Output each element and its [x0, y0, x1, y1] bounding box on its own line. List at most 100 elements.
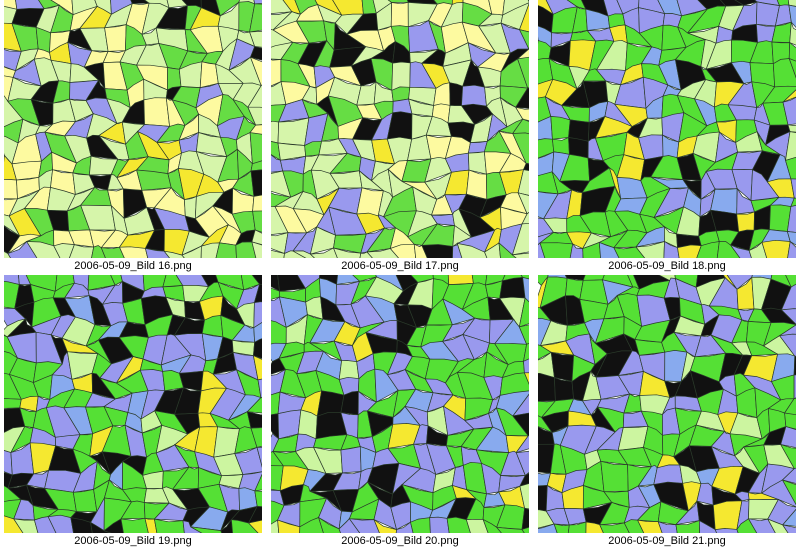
- cell: [714, 528, 739, 533]
- cell: [789, 21, 796, 46]
- cell: [252, 210, 262, 233]
- cell: [391, 61, 411, 91]
- image-caption: 2006-05-09_Bild 20.png: [341, 535, 458, 547]
- cell: [175, 275, 210, 287]
- cell: [569, 243, 584, 258]
- cell: [538, 115, 553, 141]
- image-caption: 2006-05-09_Bild 19.png: [74, 535, 191, 547]
- cell: [251, 275, 262, 285]
- cell: [246, 411, 262, 429]
- cell: [519, 2, 529, 33]
- cell: [4, 251, 11, 258]
- cell: [785, 131, 796, 161]
- cell: [616, 0, 640, 15]
- image-caption: 2006-05-09_Bild 17.png: [341, 260, 458, 272]
- cell: [54, 275, 75, 292]
- cell: [511, 223, 529, 256]
- image-panel: [4, 0, 262, 258]
- cell: [726, 275, 753, 290]
- cell: [253, 322, 262, 343]
- cell: [410, 275, 434, 283]
- cell: [516, 48, 529, 60]
- cell: [793, 355, 796, 376]
- cell: [512, 132, 529, 164]
- cell: [249, 132, 262, 165]
- cell: [780, 283, 796, 311]
- cell: [456, 242, 488, 258]
- cell: [523, 162, 529, 172]
- cell: [784, 397, 796, 417]
- cell: [296, 275, 321, 289]
- cell: [512, 118, 529, 136]
- cell: [252, 194, 262, 214]
- cell: [582, 275, 605, 281]
- cell: [421, 244, 454, 258]
- cell: [787, 124, 796, 133]
- cell: [517, 56, 529, 89]
- cell: [429, 516, 450, 533]
- cell: [512, 393, 529, 417]
- cell: [511, 252, 529, 258]
- cell: [521, 526, 529, 533]
- cell: [499, 277, 526, 299]
- cell: [449, 82, 464, 106]
- cell: [4, 275, 20, 285]
- cell: [517, 169, 529, 196]
- cell: [340, 446, 362, 474]
- cell: [790, 178, 796, 199]
- cell: [780, 308, 796, 325]
- cell: [788, 41, 796, 63]
- cell: [13, 518, 39, 533]
- cell: [277, 117, 310, 146]
- cell: [698, 519, 718, 533]
- cell: [395, 521, 414, 533]
- cell: [521, 211, 529, 225]
- cell: [515, 87, 529, 109]
- cell: [538, 275, 549, 287]
- cell: [564, 275, 586, 281]
- cell: [550, 116, 571, 140]
- cell: [130, 0, 151, 4]
- cell: [71, 0, 98, 16]
- cell: [136, 169, 172, 191]
- cell: [786, 231, 796, 246]
- image-caption: 2006-05-09_Bild 21.png: [608, 535, 725, 547]
- cell: [253, 301, 262, 329]
- cell: [515, 450, 529, 476]
- cell: [143, 97, 170, 127]
- image-panel: [538, 0, 796, 258]
- cell: [793, 374, 796, 400]
- cell: [70, 517, 93, 533]
- cell: [778, 333, 796, 357]
- cell: [512, 412, 529, 437]
- image-caption: 2006-05-09_Bild 18.png: [608, 260, 725, 272]
- cell: [521, 507, 529, 530]
- cell: [250, 427, 262, 448]
- cell: [518, 324, 529, 345]
- cell: [4, 398, 22, 409]
- image-panel: [271, 275, 529, 533]
- cell: [554, 376, 574, 402]
- cell: [352, 275, 377, 282]
- cell: [547, 275, 568, 279]
- cell: [761, 239, 791, 258]
- cell: [254, 473, 262, 492]
- cell: [249, 3, 262, 33]
- cell: [519, 472, 529, 487]
- cell: [373, 518, 397, 533]
- cell: [4, 179, 18, 200]
- cell: [710, 188, 738, 215]
- cell: [413, 243, 428, 258]
- cell: [781, 467, 796, 484]
- cell: [11, 160, 42, 181]
- cell: [778, 324, 796, 337]
- cell: [338, 360, 360, 380]
- cell: [790, 197, 796, 207]
- cell: [256, 446, 262, 468]
- cell: [246, 397, 262, 414]
- cell: [538, 372, 556, 402]
- cell: [271, 391, 281, 416]
- cell: [104, 24, 127, 52]
- cell: [247, 506, 262, 524]
